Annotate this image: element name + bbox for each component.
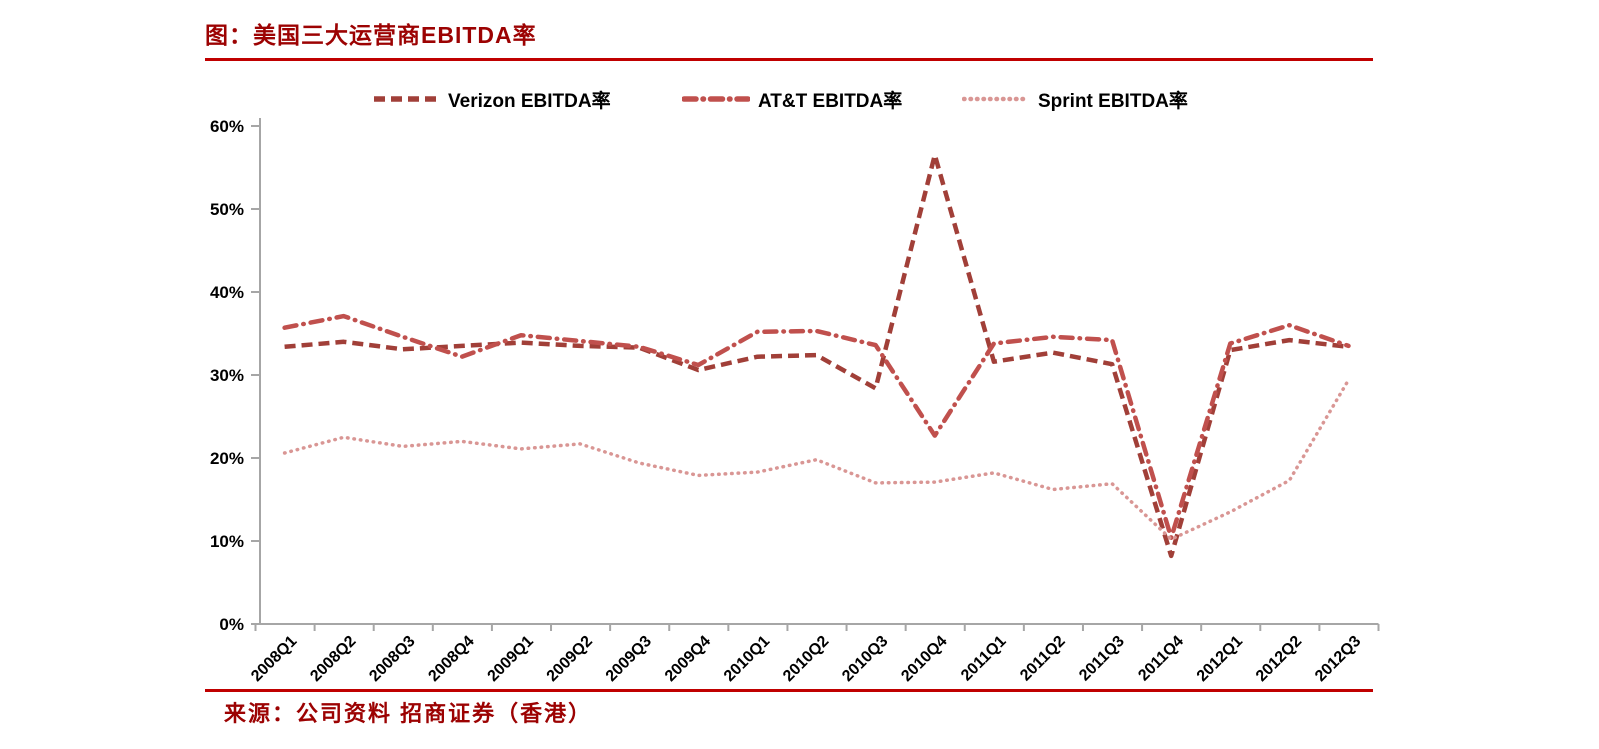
y-tick-label: 30%	[210, 366, 244, 385]
x-category-label: 2009Q3	[603, 633, 655, 685]
source-note: 来源：公司资料 招商证券（香港）	[224, 701, 593, 726]
y-tick-label: 10%	[210, 532, 244, 551]
x-category-label: 2012Q1	[1194, 633, 1246, 685]
x-category-label: 2011Q1	[958, 633, 1010, 685]
x-category-label: 2011Q2	[1017, 633, 1069, 685]
legend-item-sprint: Sprint EBITDA率	[962, 84, 1188, 114]
chart-title: 图：美国三大运营商EBITDA率	[205, 22, 537, 48]
x-category-label: 2008Q3	[366, 633, 418, 685]
y-tick-label: 60%	[210, 117, 244, 136]
x-category-label: 2008Q2	[307, 633, 359, 685]
footer-rule	[205, 689, 1373, 692]
verizon-dashed-line-swatch	[374, 96, 438, 102]
y-tick-label: 20%	[210, 449, 244, 468]
x-category-label: 2008Q1	[248, 633, 300, 685]
title-underline	[205, 58, 1373, 61]
series-line-att	[282, 313, 1351, 540]
x-category-label: 2009Q1	[485, 633, 537, 685]
x-category-label: 2011Q3	[1076, 633, 1128, 685]
legend-label-verizon: Verizon EBITDA率	[448, 90, 611, 112]
y-tick-label: 50%	[210, 200, 244, 219]
series-line-verizon	[284, 152, 1349, 559]
x-category-label: 2009Q4	[662, 633, 714, 685]
x-category-label: 2010Q2	[780, 633, 832, 685]
legend-label-att: AT&T EBITDA率	[758, 90, 903, 112]
x-category-label: 2012Q2	[1253, 633, 1305, 685]
x-category-label: 2012Q3	[1312, 633, 1364, 685]
att-dashdot-line-swatch	[682, 96, 750, 102]
x-category-label: 2009Q2	[544, 633, 596, 685]
sprint-dotted-line-swatch	[962, 96, 1030, 102]
chart-legend: Verizon EBITDA率 AT&T EBITDA率 Sprint EBIT…	[0, 84, 1599, 114]
y-tick-label: 0%	[219, 615, 244, 634]
legend-item-verizon: Verizon EBITDA率	[372, 84, 611, 114]
legend-item-att: AT&T EBITDA率	[682, 84, 902, 114]
y-tick-label: 40%	[210, 283, 244, 302]
legend-label-sprint: Sprint EBITDA率	[1038, 90, 1188, 112]
x-category-label: 2011Q4	[1135, 633, 1187, 685]
series-line-sprint	[282, 378, 1351, 542]
x-category-label: 2010Q4	[898, 633, 950, 685]
x-category-label: 2010Q3	[839, 633, 891, 685]
x-category-label: 2008Q4	[425, 633, 477, 685]
x-category-label: 2010Q1	[721, 633, 773, 685]
